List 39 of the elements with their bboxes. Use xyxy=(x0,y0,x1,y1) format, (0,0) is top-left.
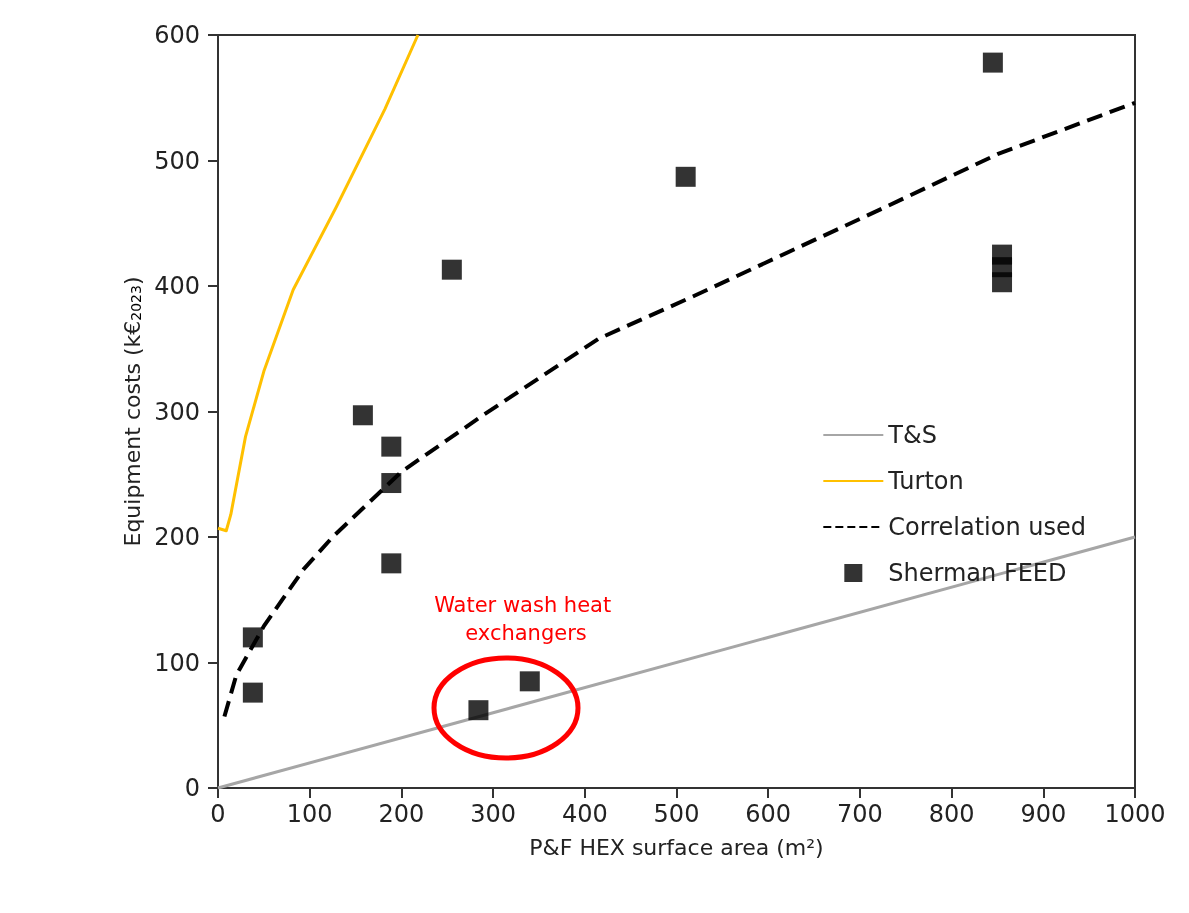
y-tick-label: 400 xyxy=(154,272,200,300)
y-tick-label: 200 xyxy=(154,523,200,551)
line-series xyxy=(216,33,420,533)
x-tick-label: 200 xyxy=(378,800,425,828)
x-tick-label: 300 xyxy=(470,800,517,828)
y-tick-label: 500 xyxy=(154,146,200,175)
y-axis-title: Equipment costs (k€2023) xyxy=(119,276,145,547)
x-axis-title: P&F HEX surface area (m²) xyxy=(529,834,824,860)
x-tick-label: 1000 xyxy=(1104,800,1166,828)
y-tick-label: 300 xyxy=(154,397,200,426)
x-tick-label: 900 xyxy=(1020,800,1067,828)
x-tick-label: 500 xyxy=(653,800,700,828)
x-tick-label: 700 xyxy=(836,800,883,828)
point xyxy=(519,671,540,692)
legend-label: Turton xyxy=(887,467,964,495)
point xyxy=(441,259,462,280)
point xyxy=(242,682,263,703)
point xyxy=(992,272,1013,293)
point xyxy=(242,627,263,648)
y-tick-label: 100 xyxy=(154,648,200,677)
point xyxy=(468,700,489,721)
legend-label: Sherman FEED xyxy=(888,559,1067,587)
legend-label: Correlation used xyxy=(888,513,1086,541)
legend-label: T&S xyxy=(887,421,937,449)
point xyxy=(381,436,402,457)
point xyxy=(675,166,696,187)
point xyxy=(352,405,373,426)
line-series xyxy=(222,100,1137,719)
x-tick-label: 800 xyxy=(928,800,975,828)
y-tick-label: 0 xyxy=(184,774,200,802)
x-tick-label: 0 xyxy=(210,800,226,828)
point xyxy=(982,52,1003,73)
x-tick-label: 400 xyxy=(561,800,608,828)
point xyxy=(381,473,402,494)
point xyxy=(381,553,402,574)
x-tick-label: 100 xyxy=(286,800,333,828)
x-tick-label: 600 xyxy=(745,800,792,828)
annotation: Water wash heat exchangers xyxy=(434,593,618,645)
y-tick-label: 600 xyxy=(154,21,200,49)
